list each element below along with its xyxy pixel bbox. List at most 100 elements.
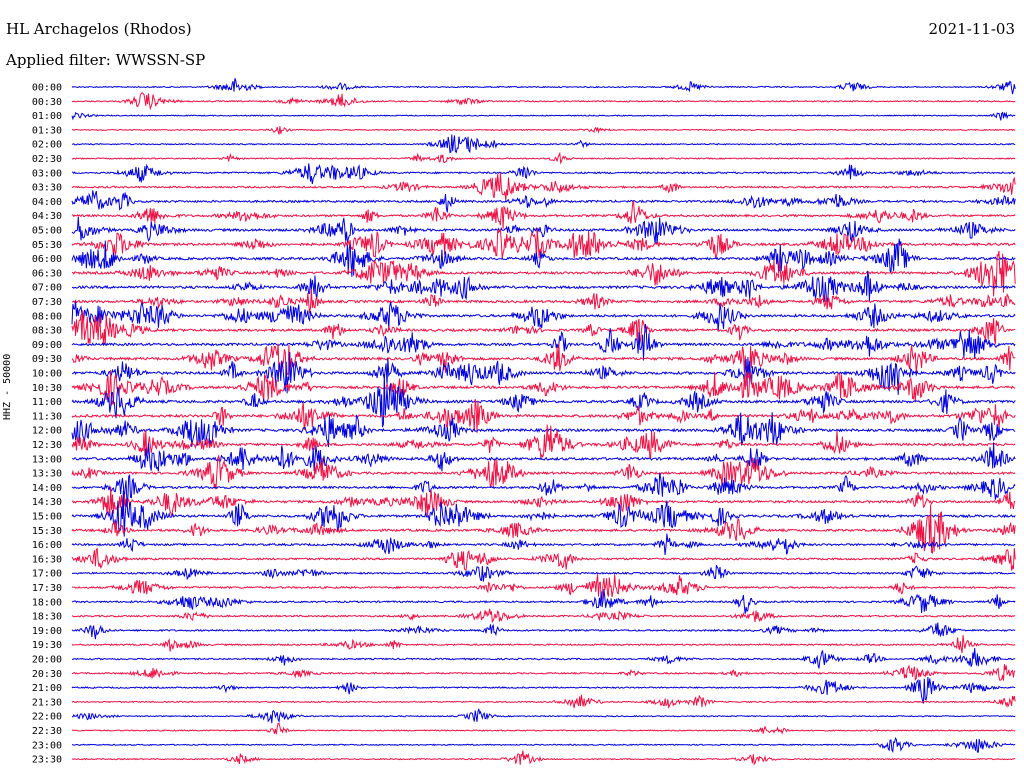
row-time-label: 02:00 (32, 140, 62, 151)
seismogram-trace (71, 111, 1016, 121)
row-time-label: 13:30 (32, 469, 62, 480)
seismogram-trace (71, 635, 1016, 654)
row-time-label: 10:00 (32, 369, 62, 380)
seismogram-trace (71, 676, 1016, 704)
row-time-label: 03:30 (32, 183, 62, 194)
row-time-label: 20:30 (32, 669, 62, 680)
seismogram-trace (71, 250, 1016, 297)
row-time-label: 05:30 (32, 240, 62, 251)
row-time-label: 19:30 (32, 640, 62, 651)
row-time-label: 12:30 (32, 440, 62, 451)
seismogram-trace (71, 301, 1016, 332)
seismogram-trace (71, 323, 1016, 361)
seismogram-trace (71, 172, 1016, 201)
row-time-label: 01:00 (32, 111, 62, 122)
seismogram-trace (71, 216, 1016, 245)
record-date: 2021-11-03 (928, 20, 1015, 38)
row-time-label: 23:30 (32, 755, 62, 766)
seismogram-trace (71, 708, 1016, 724)
seismogram-trace (71, 151, 1016, 165)
seismogram-trace (71, 78, 1016, 95)
row-time-label: 15:30 (32, 526, 62, 537)
row-time-label: 17:00 (32, 569, 62, 580)
seismogram-trace (71, 398, 1016, 433)
seismogram-trace (71, 589, 1016, 614)
seismogram-trace (71, 472, 1016, 502)
row-time-label: 18:00 (32, 597, 62, 608)
seismogram-trace (71, 412, 1016, 448)
seismogram-trace (71, 722, 1016, 735)
seismogram-trace (71, 490, 1016, 537)
seismogram-trace (71, 547, 1016, 571)
row-time-label: 23:00 (32, 740, 62, 751)
row-time-label: 22:00 (32, 712, 62, 723)
row-time-label: 21:00 (32, 683, 62, 694)
seismogram-trace (71, 134, 1016, 154)
row-time-label: 04:30 (32, 211, 62, 222)
row-time-label: 12:00 (32, 426, 62, 437)
row-time-label: 03:00 (32, 168, 62, 179)
row-time-label: 09:00 (32, 340, 62, 351)
row-time-label: 00:30 (32, 97, 62, 108)
seismogram-trace (71, 608, 1016, 624)
row-time-label: 01:30 (32, 125, 62, 136)
row-time-label: 14:00 (32, 483, 62, 494)
seismogram-trace (71, 504, 1016, 554)
row-time-label: 11:30 (32, 411, 62, 422)
seismogram-trace (71, 648, 1016, 669)
row-time-label: 19:00 (32, 626, 62, 637)
seismogram-trace (71, 227, 1016, 260)
seismogram-trace (71, 750, 1016, 766)
row-time-label: 22:30 (32, 726, 62, 737)
seismogram-trace (71, 200, 1016, 229)
seismogram-trace (71, 351, 1016, 395)
station-title: HL Archagelos (Rhodos) (6, 20, 192, 38)
row-time-label: 02:30 (32, 154, 62, 165)
row-time-label: 08:30 (32, 326, 62, 337)
row-time-label: 20:00 (32, 655, 62, 666)
seismogram-trace (71, 374, 1016, 428)
seismogram-trace (72, 664, 1016, 681)
seismogram-trace (71, 270, 1016, 303)
seismogram-trace (71, 574, 1016, 600)
row-time-label: 17:30 (32, 583, 62, 594)
seismogram-trace (71, 92, 1016, 111)
row-time-label: 16:00 (32, 540, 62, 551)
row-time-label: 00:00 (32, 83, 62, 94)
row-time-label: 05:00 (32, 226, 62, 237)
seismogram-trace (71, 694, 1016, 710)
row-time-label: 07:30 (32, 297, 62, 308)
seismogram-trace (71, 424, 1016, 459)
seismogram-trace (71, 126, 1016, 135)
seismogram-trace (71, 622, 1016, 640)
row-time-label: 08:00 (32, 311, 62, 322)
row-time-label: 14:30 (32, 497, 62, 508)
row-time-label: 09:30 (32, 354, 62, 365)
seismogram-trace (71, 238, 1016, 277)
row-time-label: 04:00 (32, 197, 62, 208)
filter-label: Applied filter: WWSSN-SP (6, 51, 206, 69)
seismogram-trace (71, 454, 1016, 490)
row-time-label: 07:00 (32, 283, 62, 294)
row-time-label: 18:30 (32, 612, 62, 623)
seismogram-trace (71, 369, 1016, 406)
row-time-label: 16:30 (32, 554, 62, 565)
seismogram-trace (72, 163, 1016, 185)
seismogram-trace (71, 486, 1016, 518)
row-time-label: 06:00 (32, 254, 62, 265)
seismogram-trace (71, 288, 1016, 314)
seismogram-trace (71, 343, 1016, 379)
seismogram-trace (71, 736, 1016, 753)
row-time-label: 15:00 (32, 512, 62, 523)
row-time-label: 10:30 (32, 383, 62, 394)
row-time-label: 21:30 (32, 697, 62, 708)
seismogram-trace (71, 190, 1016, 213)
seismogram-trace (71, 565, 1016, 582)
row-time-label: 06:30 (32, 268, 62, 279)
seismogram-trace (71, 442, 1016, 472)
seismogram-trace (71, 310, 1016, 345)
seismogram-trace (71, 533, 1016, 556)
row-time-label: 13:00 (32, 454, 62, 465)
row-time-label: 11:00 (32, 397, 62, 408)
